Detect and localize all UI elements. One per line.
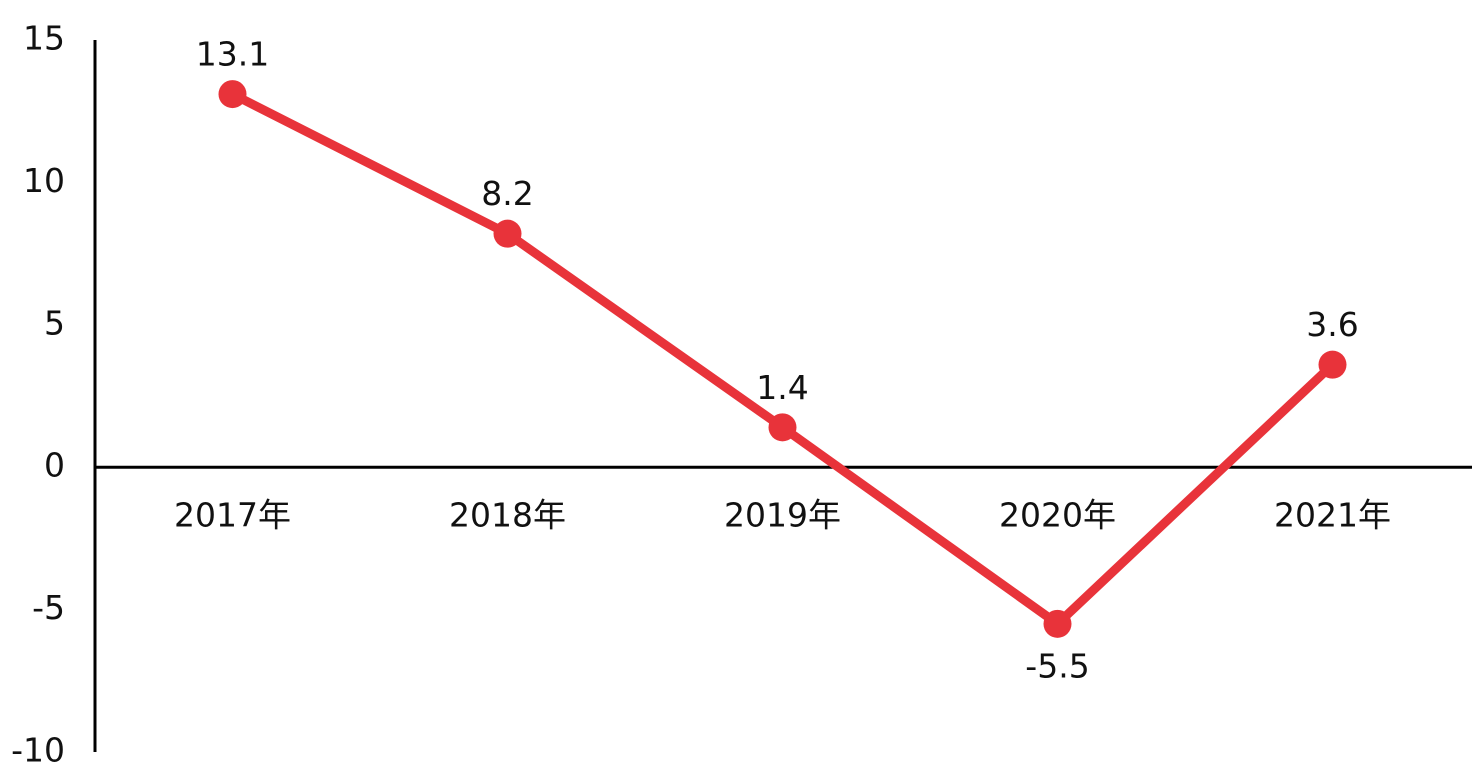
value-label: -5.5 [1025, 646, 1089, 685]
point [493, 219, 522, 248]
x-tick-label: 2017年 [174, 496, 291, 535]
y-tick-label: -10 [11, 731, 65, 770]
x-tick-label: 2021年 [1274, 496, 1391, 535]
value-label: 3.6 [1306, 305, 1358, 344]
y-tick-label: 15 [23, 19, 65, 58]
value-label: 8.2 [481, 174, 533, 213]
x-tick-label: 2019年 [724, 496, 841, 535]
point [1318, 350, 1347, 379]
x-tick-label: 2020年 [999, 496, 1116, 535]
value-label: 13.1 [196, 35, 269, 74]
y-tick-label: 5 [44, 303, 65, 342]
y-tick-label: 0 [44, 446, 65, 485]
x-tick-label: 2018年 [449, 496, 566, 535]
line [230, 90, 1336, 629]
point [768, 413, 797, 442]
value-label: 1.4 [756, 368, 808, 407]
y-tick-label: 10 [23, 161, 65, 200]
point [1043, 609, 1072, 638]
point [218, 80, 247, 109]
y-tick-label: -5 [32, 588, 65, 627]
